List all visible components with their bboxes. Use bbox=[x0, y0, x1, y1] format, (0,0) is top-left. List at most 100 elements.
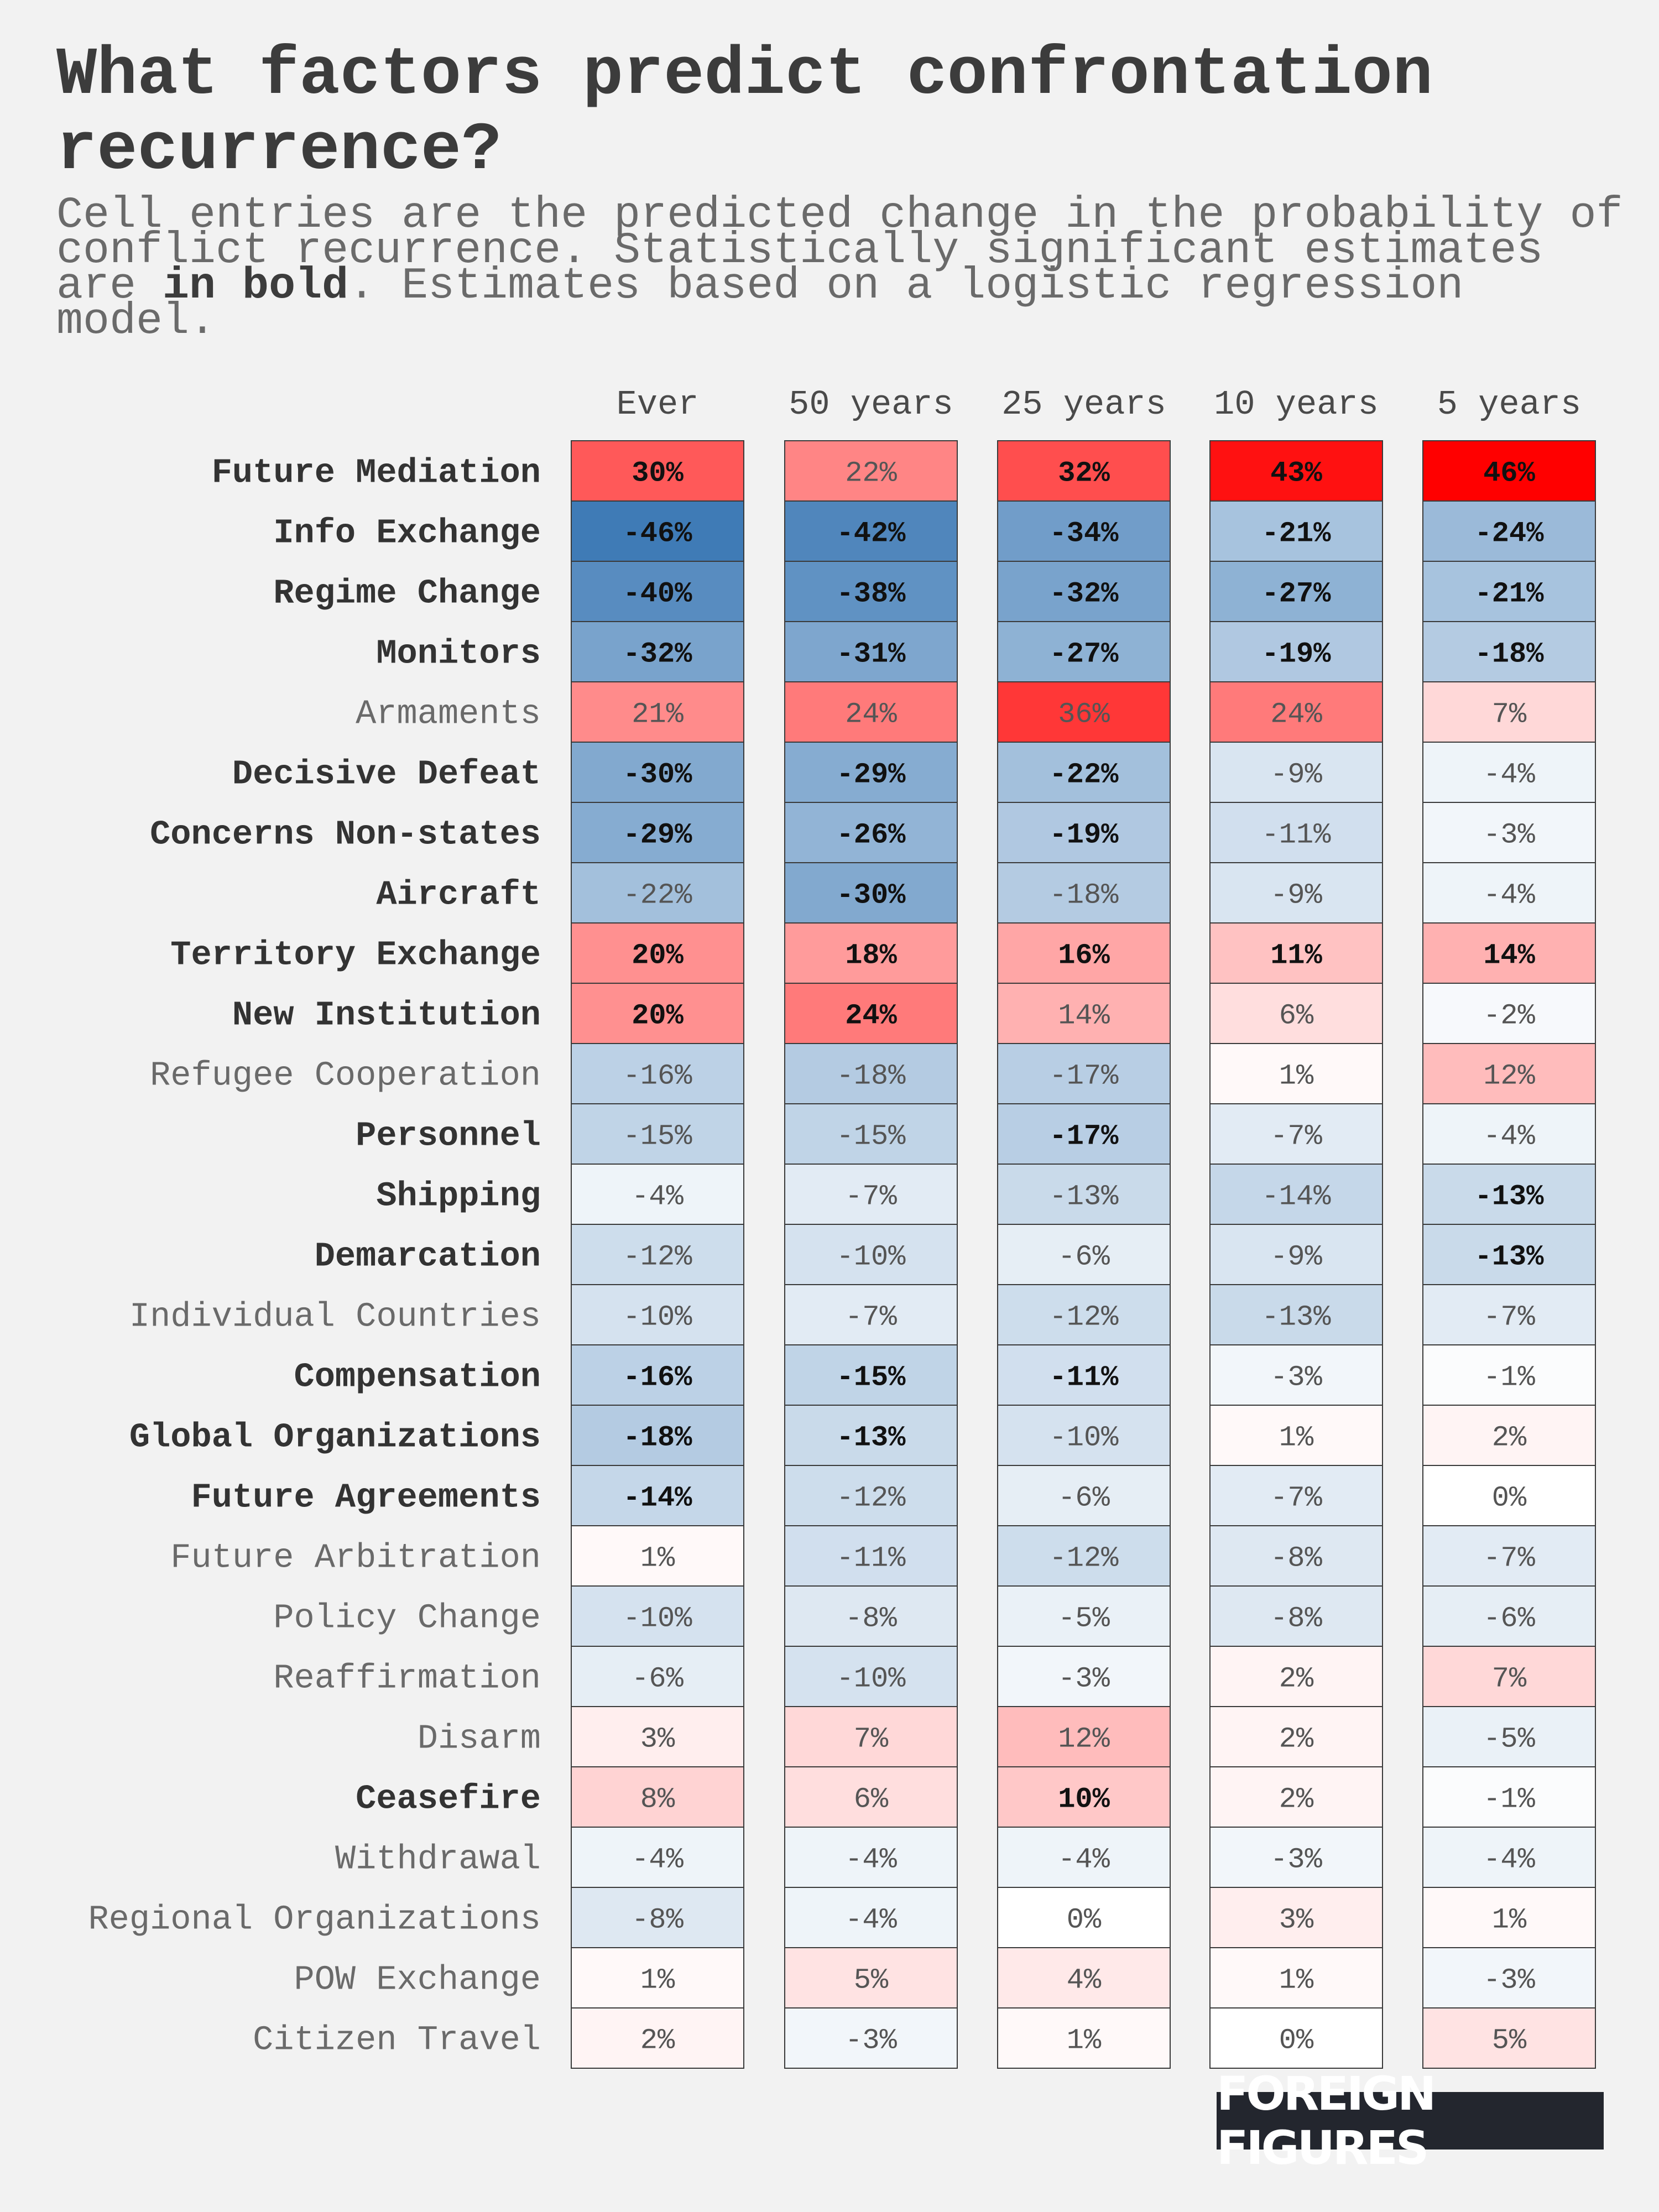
heatmap-cell bbox=[571, 1465, 744, 1526]
heatmap-cell bbox=[784, 561, 958, 622]
cell-value-label: -8% bbox=[845, 1603, 897, 1635]
heatmap-cell bbox=[784, 1344, 958, 1406]
heatmap-cell bbox=[1209, 1766, 1383, 1828]
heatmap-cell bbox=[571, 1405, 744, 1466]
heatmap-cell bbox=[571, 922, 744, 984]
cell-value-label: 1% bbox=[1492, 1904, 1527, 1937]
heatmap-cell bbox=[997, 1706, 1171, 1767]
heatmap-cell bbox=[1422, 742, 1596, 803]
heatmap-cell bbox=[1209, 440, 1383, 502]
cell-value-label: -6% bbox=[1483, 1603, 1535, 1635]
heatmap-cell bbox=[997, 1947, 1171, 2008]
heatmap-cell bbox=[784, 1043, 958, 1104]
row-label: Regional Organizations bbox=[88, 1900, 541, 1939]
heatmap-cell bbox=[1422, 1284, 1596, 1345]
heatmap-cell bbox=[784, 1706, 958, 1767]
cell-value-label: -4% bbox=[1483, 879, 1535, 912]
cell-value-label: -4% bbox=[845, 1844, 897, 1876]
cell-value-label: -13% bbox=[837, 1422, 906, 1454]
cell-value-label: -17% bbox=[1050, 1060, 1119, 1093]
cell-value-label: 20% bbox=[632, 1000, 684, 1032]
cell-value-label: -1% bbox=[1483, 1783, 1535, 1816]
heatmap-cell bbox=[1422, 1525, 1596, 1587]
heatmap-cell bbox=[784, 1465, 958, 1526]
heatmap-cell bbox=[1422, 1706, 1596, 1767]
cell-value-label: -16% bbox=[623, 1060, 693, 1093]
heatmap-cell bbox=[784, 1103, 958, 1165]
cell-value-label: -27% bbox=[1262, 578, 1332, 611]
cell-value-label: -11% bbox=[837, 1542, 906, 1575]
row-label: Reaffirmation bbox=[273, 1659, 541, 1698]
heatmap-cell bbox=[1209, 983, 1383, 1044]
heatmap-cell bbox=[1422, 561, 1596, 622]
cell-value-label: 20% bbox=[632, 940, 684, 972]
row-label: Monitors bbox=[376, 634, 541, 674]
cell-value-label: -13% bbox=[1262, 1301, 1332, 1334]
row-label: Demarcation bbox=[315, 1237, 541, 1276]
cell-value-label: 3% bbox=[640, 1723, 675, 1756]
cell-value-label: 22% bbox=[845, 457, 897, 490]
row-label: Compensation bbox=[294, 1358, 541, 1397]
cell-value-label: -10% bbox=[837, 1241, 906, 1274]
cell-value-label: -18% bbox=[1050, 879, 1119, 912]
cell-value-label: 46% bbox=[1483, 457, 1535, 490]
heatmap-cell bbox=[571, 2007, 744, 2069]
cell-value-label: -9% bbox=[1270, 1241, 1322, 1274]
cell-value-label: 14% bbox=[1058, 1000, 1110, 1032]
cell-value-label: -2% bbox=[1483, 1000, 1535, 1032]
heatmap-cell bbox=[1422, 1646, 1596, 1707]
heatmap-cell bbox=[784, 862, 958, 924]
heatmap-cell bbox=[784, 440, 958, 502]
heatmap-cell bbox=[1422, 500, 1596, 562]
row-label: Refugee Cooperation bbox=[150, 1056, 541, 1095]
cell-value-label: -7% bbox=[1483, 1542, 1535, 1575]
heatmap-cell bbox=[1422, 681, 1596, 743]
foreign-figures-logo: FOREIGN FIGURES bbox=[1217, 2067, 1604, 2175]
cell-value-label: -18% bbox=[837, 1060, 906, 1093]
subtitle-text: Cell entries are the predicted change in… bbox=[56, 190, 1623, 311]
heatmap-cell bbox=[997, 1043, 1171, 1104]
cell-value-label: -19% bbox=[1262, 638, 1332, 671]
heatmap-cell bbox=[784, 922, 958, 984]
column-header: 50 years bbox=[789, 385, 953, 424]
cell-value-label: -21% bbox=[1475, 578, 1545, 611]
cell-value-label: -4% bbox=[1483, 1120, 1535, 1153]
cell-value-label: -15% bbox=[837, 1120, 906, 1153]
heatmap-cell bbox=[997, 1585, 1171, 1647]
row-label: Decisive Defeat bbox=[232, 755, 541, 794]
cell-value-label: -29% bbox=[623, 819, 693, 852]
row-label: Individual Countries bbox=[129, 1297, 541, 1337]
cell-value-label: -8% bbox=[632, 1904, 684, 1937]
heatmap-cell bbox=[784, 1224, 958, 1285]
cell-value-label: -6% bbox=[1058, 1482, 1110, 1515]
row-label: Ceasefire bbox=[356, 1780, 541, 1819]
cell-value-label: -12% bbox=[623, 1241, 693, 1274]
cell-value-label: -12% bbox=[1050, 1301, 1119, 1334]
heatmap-cell bbox=[571, 500, 744, 562]
cell-value-label: -34% bbox=[1050, 518, 1119, 550]
cell-value-label: -3% bbox=[1270, 1844, 1322, 1876]
heatmap-cell bbox=[997, 1646, 1171, 1707]
heatmap-cell bbox=[1209, 1284, 1383, 1345]
row-label: Concerns Non-states bbox=[150, 815, 541, 854]
cell-value-label: 6% bbox=[1279, 1000, 1314, 1032]
cell-value-label: -4% bbox=[1483, 1844, 1535, 1876]
subtitle-bold-text: in bold bbox=[163, 261, 349, 311]
heatmap-cell bbox=[1209, 1646, 1383, 1707]
heatmap-cell bbox=[1209, 1164, 1383, 1225]
cell-value-label: -4% bbox=[1483, 759, 1535, 791]
heatmap-cell bbox=[1209, 1465, 1383, 1526]
row-label: Shipping bbox=[376, 1177, 541, 1216]
cell-value-label: 0% bbox=[1279, 2025, 1314, 2057]
heatmap-cell bbox=[1209, 862, 1383, 924]
heatmap-cell bbox=[571, 561, 744, 622]
heatmap-cell bbox=[1209, 1043, 1383, 1104]
cell-value-label: -4% bbox=[632, 1844, 684, 1876]
heatmap-cell bbox=[571, 1525, 744, 1587]
row-label: Withdrawal bbox=[335, 1840, 541, 1879]
cell-value-label: 7% bbox=[1492, 698, 1527, 731]
heatmap-cell bbox=[784, 1585, 958, 1647]
cell-value-label: -4% bbox=[845, 1904, 897, 1937]
row-label: Info Exchange bbox=[273, 514, 541, 553]
chart-title: What factors predict confrontation recur… bbox=[56, 36, 1433, 189]
